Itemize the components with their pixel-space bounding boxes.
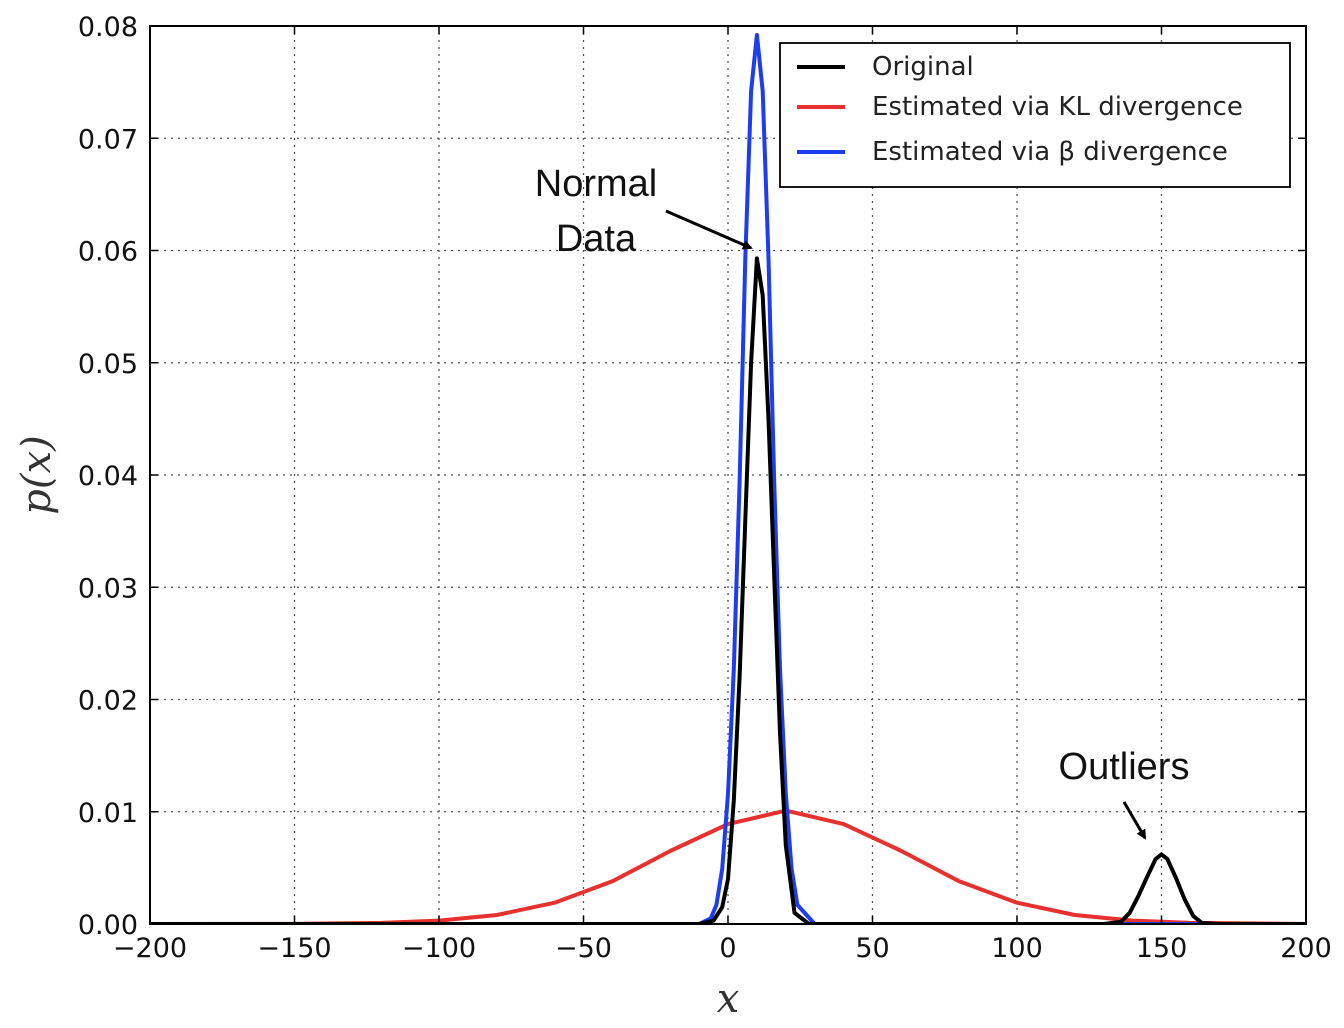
y-tick-label: 0.05	[78, 349, 138, 380]
grid	[150, 26, 1306, 924]
x-tick-label: −50	[555, 933, 612, 964]
series-kl-line	[150, 808, 1306, 924]
y-tick-label: 0.00	[78, 910, 138, 941]
legend-label-kl: Estimated via KL divergence	[872, 92, 1243, 122]
x-tick-label: 0	[719, 933, 736, 964]
series-layer	[150, 33, 1306, 924]
x-tick-label: −200	[113, 933, 187, 964]
annotation-normal-line1: Normal	[535, 163, 657, 205]
legend-box	[779, 42, 1291, 188]
annotation-outliers-arrow	[1122, 801, 1147, 840]
x-tick-label: 50	[855, 933, 889, 964]
legend-label-original: Original	[872, 52, 974, 82]
annotation-outliers: Outliers	[1059, 746, 1190, 840]
y-tick-label: 0.07	[78, 124, 138, 155]
x-tick-label: 100	[991, 933, 1043, 964]
annotation-normal-arrow	[665, 209, 753, 250]
x-tick-label: −150	[257, 933, 331, 964]
legend-label-beta: Estimated via β divergence	[872, 137, 1228, 167]
y-axis-label: p(x)	[14, 435, 60, 514]
annotation-normal-line2: Data	[556, 218, 637, 260]
y-tick-label: 0.02	[78, 686, 138, 717]
y-tick-label: 0.04	[78, 461, 138, 492]
ticks: −200 −150 −100 −50 0 50 100 150 200 0.00 0.01 0.02 0…	[78, 12, 1332, 964]
annotation-outliers-label: Outliers	[1059, 746, 1190, 788]
y-tick-label: 0.08	[78, 12, 138, 43]
y-tick-label: 0.06	[78, 237, 138, 268]
annotation-normal-data: Normal Data	[535, 163, 753, 260]
y-tick-label: 0.03	[78, 573, 138, 604]
legend: Original Estimated via KL divergence Est…	[779, 42, 1291, 188]
x-axis-label: x	[717, 976, 740, 1022]
series-beta-line	[150, 33, 1306, 924]
x-tick-label: −100	[402, 933, 476, 964]
series-original-line	[150, 256, 1306, 924]
x-tick-label: 200	[1280, 933, 1332, 964]
y-tick-label: 0.01	[78, 798, 138, 829]
x-tick-label: 150	[1136, 933, 1188, 964]
